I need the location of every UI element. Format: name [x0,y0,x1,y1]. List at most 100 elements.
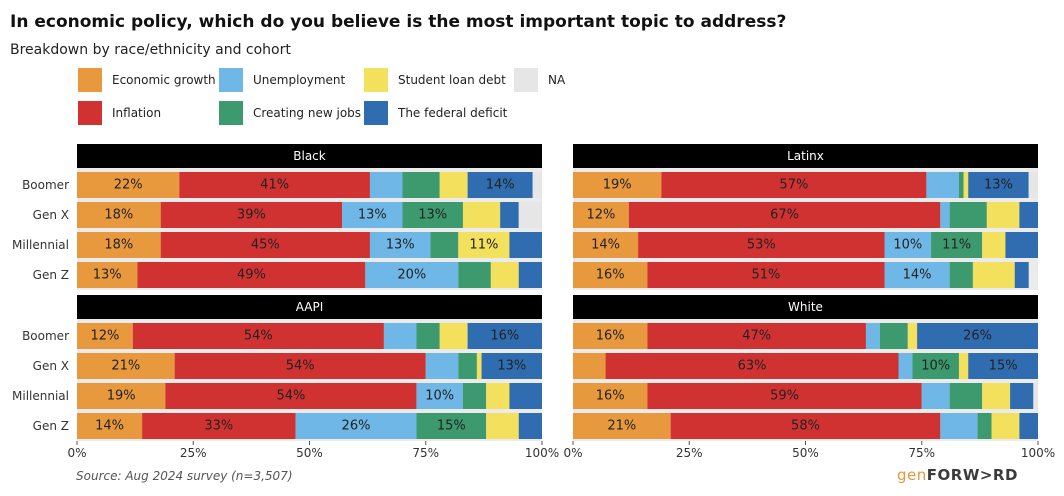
data-label: 16% [596,389,625,404]
bar-segment-deficit [481,353,542,379]
bar-segment-new-jobs [879,323,908,349]
data-label: 22% [114,178,143,193]
bar-segment-deficit [1010,383,1034,409]
bar-segment-na [1033,383,1038,409]
data-label: 16% [490,329,519,344]
bar-segment-inflation [638,232,885,258]
legend: Economic growth Unemployment Student loan … [78,68,638,128]
legend-item-deficit: The federal deficit [364,101,507,125]
bar-segment-deficit [518,262,542,288]
legend-swatch [364,101,388,125]
bar-segment-inflation [142,413,296,439]
bar-segment-inflation [647,383,922,409]
panel-title: AAPI [296,300,324,314]
data-label: 21% [607,419,636,434]
data-label: 58% [791,419,820,434]
bar-segment-inflation [647,262,885,288]
panel-title: White [788,300,823,314]
bar-segment-unemployment [940,202,950,228]
bar-segment-new-jobs [958,172,964,198]
bar-segment-unemployment [365,262,459,288]
bar-segment-new-jobs [931,232,983,258]
bar-segment-econ-growth [77,232,161,258]
bar-segment-deficit [509,232,542,258]
bar-segment-unemployment [369,232,431,258]
data-label: 14% [95,419,124,434]
bar-segment-student-loan [439,323,468,349]
data-label: 15% [989,359,1018,374]
legend-swatch [78,101,102,125]
bar-segment-new-jobs [462,383,487,409]
legend-swatch [78,68,102,92]
bar-segment-inflation [160,232,370,258]
bar-segment-econ-growth [573,353,606,379]
bar-segment-new-jobs [458,353,477,379]
x-tick-label: 75% [908,446,935,460]
bar-segment-deficit [1005,232,1038,258]
bar-segment-econ-growth [77,413,143,439]
bar-segment-unemployment [926,172,959,198]
data-label: 13% [358,208,387,223]
bar-segment-deficit [1019,202,1038,228]
legend-item-inflation: Inflation [78,101,161,125]
legend-item-new-jobs: Creating new jobs [219,101,361,125]
bar-segment-econ-growth [573,172,662,198]
x-tick-label: 25% [180,446,207,460]
data-label: 54% [244,329,273,344]
legend-label: Economic growth [112,73,216,87]
cohort-label: Gen X [33,208,69,222]
legend-item-na: NA [514,68,565,92]
bar-segment-econ-growth [77,323,133,349]
data-label: 15% [437,419,466,434]
legend-swatch [219,101,243,125]
data-label: 12% [90,329,119,344]
legend-swatch [364,68,388,92]
bar-segment-student-loan [991,413,1020,439]
data-label: 41% [260,178,289,193]
bar-segment-deficit [518,413,542,439]
panel-header [77,144,542,168]
bar-segment-deficit [467,323,542,349]
legend-label: Inflation [112,106,162,120]
bar-segment-deficit [467,172,533,198]
bar-segment-unemployment [940,413,978,439]
data-label: 14% [486,178,515,193]
bar-segment-unemployment [884,262,950,288]
bar-segment-student-loan [476,353,482,379]
panel-header [573,295,1038,319]
bar-segment-inflation [661,172,927,198]
data-label: 13% [418,208,447,223]
bar-segment-new-jobs [416,323,440,349]
bar-segment-inflation [132,323,384,349]
data-label: 18% [104,208,133,223]
data-label: 57% [779,178,808,193]
bar-segment-inflation [670,413,941,439]
brand-main: FORW>RD [926,466,1018,484]
bar-segment-inflation [628,202,941,228]
data-label: 47% [742,329,771,344]
legend-label: Student loan debt [398,73,506,87]
bar-segment-unemployment [884,232,932,258]
bar-segment-student-loan [986,202,1020,228]
cohort-label: Boomer [22,178,69,192]
data-label: 10% [921,359,950,374]
bar-segment-econ-growth [573,262,648,288]
x-tick-label: 0% [563,446,582,460]
legend-label: Creating new jobs [253,106,362,120]
bar-segment-new-jobs [402,172,440,198]
bar-segment-econ-growth [573,413,671,439]
data-label: 11% [469,238,498,253]
panel-header [573,144,1038,168]
bar-segment-deficit [968,172,1029,198]
bar-segment-econ-growth [77,172,180,198]
bar-segment-unemployment [295,413,417,439]
bar-segment-econ-growth [573,323,648,349]
bar-segment-student-loan [982,383,1011,409]
bar-segment-new-jobs [949,262,973,288]
bar-segment-student-loan [907,323,918,349]
brand-logo: genFORW>RD [897,466,1018,484]
data-label: 19% [107,389,136,404]
x-tick-label: 75% [412,446,439,460]
bar-segment-student-loan [439,172,468,198]
data-label: 13% [93,268,122,283]
